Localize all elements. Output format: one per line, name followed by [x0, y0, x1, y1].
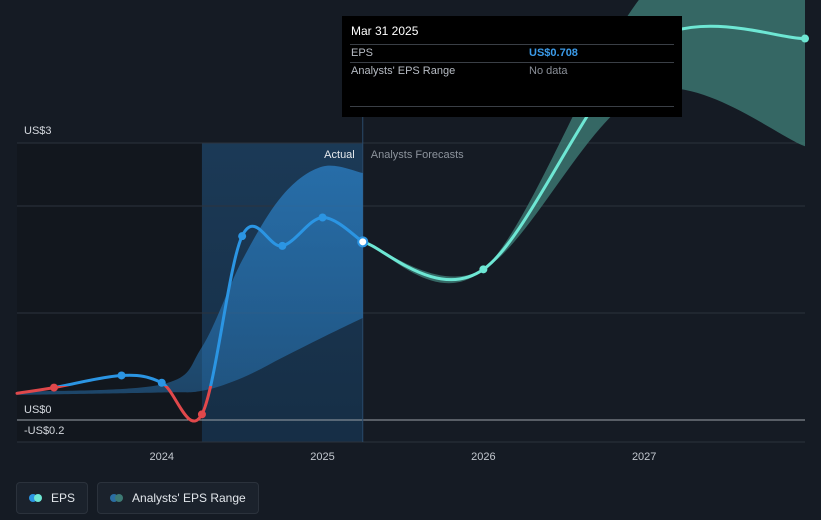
tooltip-range-row: Analysts' EPS Range No data	[350, 62, 674, 80]
tooltip-range-label: Analysts' EPS Range	[351, 65, 456, 77]
grid-lines	[17, 117, 805, 443]
eps-line-negative	[15, 385, 213, 423]
eps-forecast-line	[361, 24, 807, 282]
range-bands	[17, 0, 805, 395]
eps-point	[117, 371, 126, 380]
series-points	[49, 34, 809, 419]
legend-eps-dot-1	[29, 494, 37, 502]
x-tick-label-2026: 2026	[471, 451, 495, 463]
legend-range-dot-1	[110, 494, 119, 502]
legend-eps-icon	[29, 494, 43, 502]
tooltip-divider	[350, 80, 674, 107]
legend-range-dot-2	[115, 494, 124, 502]
actual-label: Actual	[324, 149, 355, 161]
legend-eps-dot-2	[34, 494, 42, 502]
eps-forecast-point	[479, 265, 488, 274]
eps-forecast-point	[801, 34, 809, 43]
legend-eps-button[interactable]: EPS	[16, 482, 89, 514]
eps-line	[54, 215, 365, 386]
eps-point	[157, 378, 166, 387]
y-label-zero: US$0	[24, 404, 52, 416]
tooltip-date: Mar 31 2025	[351, 24, 419, 38]
tooltip-eps-row: EPS US$0.708	[350, 44, 674, 62]
eps-point	[238, 232, 247, 241]
hover-tooltip: Mar 31 2025 EPS US$0.708 Analysts' EPS R…	[342, 16, 682, 117]
tooltip-eps-value: US$0.708	[529, 47, 578, 59]
eps-point	[49, 383, 58, 392]
x-tick-label-2027: 2027	[632, 451, 656, 463]
tooltip-range-value: No data	[529, 65, 568, 77]
series-lines	[15, 24, 807, 423]
forecast-range-band	[362, 0, 805, 284]
legend-range-button[interactable]: Analysts' EPS Range	[97, 482, 259, 514]
eps-point-current	[357, 236, 369, 248]
eps-point	[197, 410, 206, 419]
y-label-top: US$3	[24, 125, 52, 137]
axis-labels: US$3 US$0 -US$0.2 2024 2025 2026 2027 Actual Ana…	[24, 125, 656, 463]
eps-range-band	[17, 165, 363, 395]
legend-range-icon	[110, 494, 124, 502]
legend-eps-label: EPS	[51, 491, 76, 505]
forecast-label: Analysts Forecasts	[371, 149, 464, 161]
legend-range-label: Analysts' EPS Range	[132, 491, 246, 505]
eps-point	[278, 241, 287, 250]
eps-point	[318, 213, 327, 222]
x-tick-label-2025: 2025	[310, 451, 334, 463]
y-label-min: -US$0.2	[24, 425, 64, 437]
chart-legend: EPS Analysts' EPS Range	[16, 482, 259, 514]
tooltip-eps-label: EPS	[351, 47, 374, 59]
x-tick-label-2024: 2024	[149, 451, 173, 463]
